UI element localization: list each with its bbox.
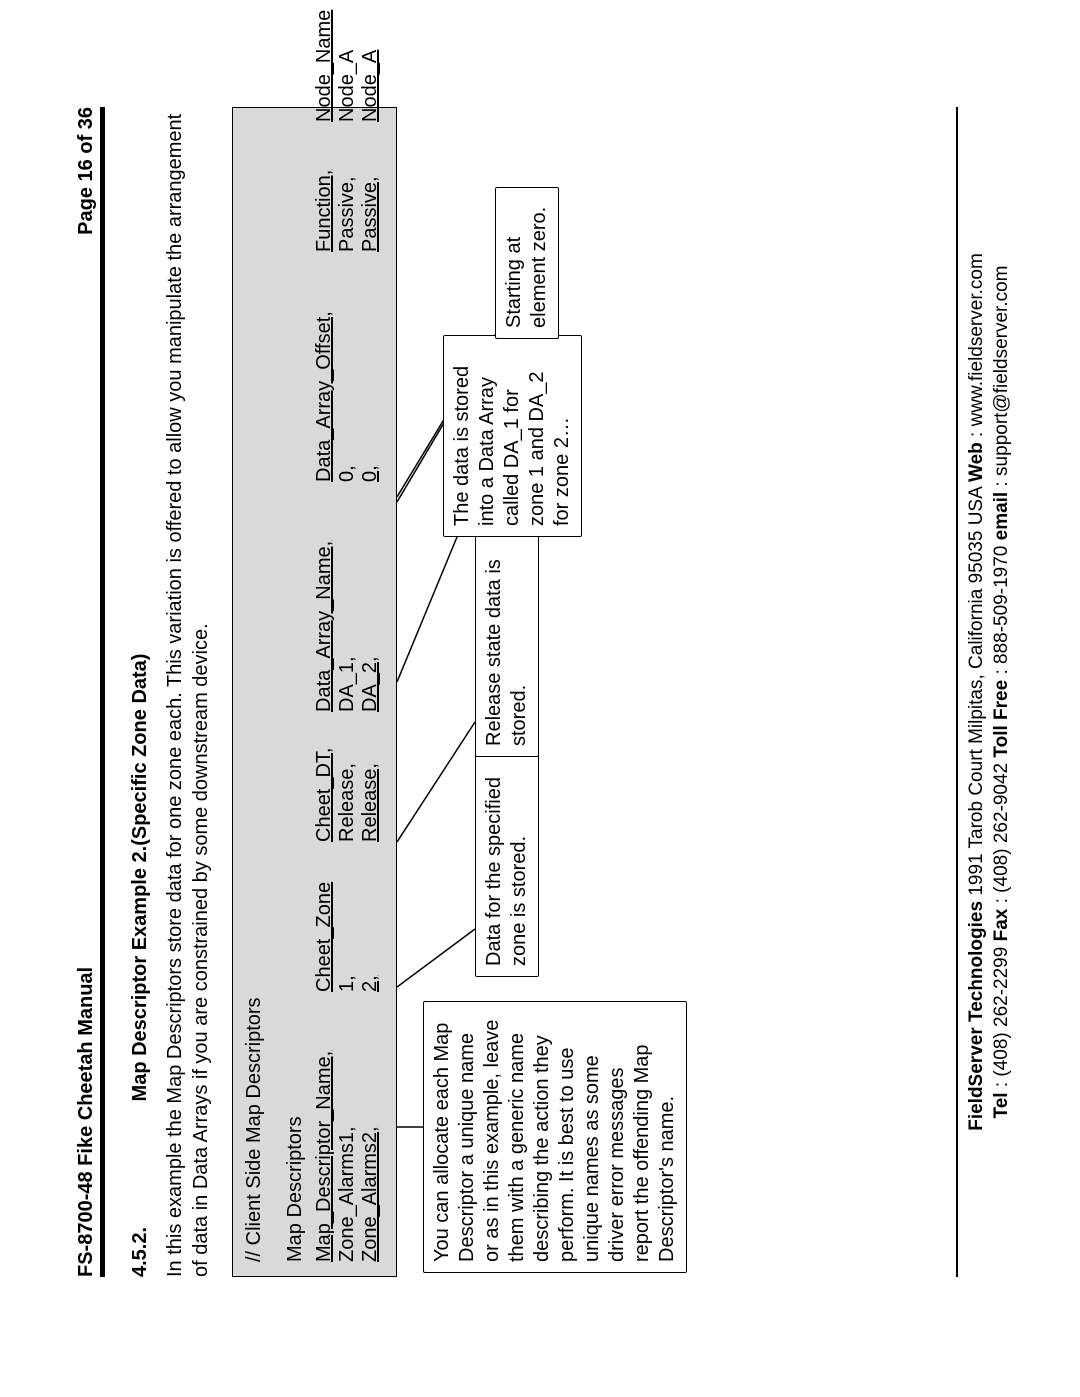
col-header: Cheet_Zone: [313, 842, 336, 992]
footer-tel: : (408) 262-2299: [991, 941, 1012, 1087]
page: FS-8700-48 Fike Cheetah Manual Page 16 o…: [0, 0, 1080, 1397]
callout-data-array: The data is stored into a Data Array cal…: [443, 335, 582, 537]
footer-fax-label: Fax: [991, 909, 1012, 942]
table-cell: DA_1,: [336, 482, 359, 712]
callout-release: Release state data is stored.: [475, 535, 539, 757]
callout-diagram: You can allocate each Map Descriptor a u…: [397, 107, 817, 1277]
table-cell: Node_A: [359, 0, 382, 122]
table-cell: Zone_Alarms2,: [359, 992, 382, 1262]
table-cell: 1,: [336, 842, 359, 992]
footer-fax: : (408) 262-9042: [991, 758, 1012, 904]
landscape-wrap: FS-8700-48 Fike Cheetah Manual Page 16 o…: [0, 0, 1080, 1397]
col-header: Data_Array_Offset,: [313, 252, 336, 482]
callout-offset: Starting at element zero.: [495, 187, 559, 339]
header-left: FS-8700-48 Fike Cheetah Manual: [75, 967, 98, 1277]
col-header: Data_Array_Name,: [313, 482, 336, 712]
col-header: Function,: [313, 122, 336, 252]
table-title: Map Descriptors: [284, 122, 307, 1262]
table-cell: Zone_Alarms1,: [336, 992, 359, 1262]
table-cell: Release,: [359, 712, 382, 842]
intro-paragraph: In this example the Map Descriptors stor…: [162, 107, 214, 1277]
section-number: 4.5.2.: [129, 1107, 152, 1277]
footer-email: : support@fieldserver.com: [991, 266, 1012, 487]
footer-line2: Tel : (408) 262-2299 Fax : (408) 262-904…: [989, 107, 1015, 1277]
page-footer: FieldServer Technologies 1991 Tarob Cour…: [956, 107, 1015, 1277]
footer-toll-label: Toll Free: [991, 680, 1012, 758]
footer-email-label: email: [991, 492, 1012, 541]
col-header: Map_Descriptor_Name,: [313, 992, 336, 1262]
footer-tel-label: Tel: [991, 1092, 1012, 1118]
footer-toll: : 888-509-1970: [991, 540, 1012, 674]
map-descriptor-box: // Client Side Map Descriptors Map Descr…: [232, 107, 397, 1277]
comment-line: // Client Side Map Descriptors: [243, 122, 266, 1262]
footer-line1: FieldServer Technologies 1991 Tarob Cour…: [964, 107, 990, 1277]
header-right: Page 16 of 36: [75, 107, 98, 235]
table-cell: Passive,: [336, 122, 359, 252]
section-title-text: Map Descriptor Example 2.(Specific Zone …: [129, 654, 151, 1102]
col-header: Node_Name: [313, 0, 336, 122]
footer-company: FieldServer Technologies: [966, 901, 987, 1131]
descriptor-table: Map_Descriptor_Name, Cheet_Zone Cheet_DT…: [313, 122, 382, 1262]
footer-address: 1991 Tarob Court Milpitas, California 95…: [966, 482, 987, 896]
col-header: Cheet_DT,: [313, 712, 336, 842]
footer-web: : www.fieldserver.com: [966, 253, 987, 437]
table-cell: Release,: [336, 712, 359, 842]
table-cell: DA_2,: [359, 482, 382, 712]
table-cell: 2,: [359, 842, 382, 992]
callout-name: You can allocate each Map Descriptor a u…: [423, 1001, 687, 1273]
table-cell: Node_A: [336, 0, 359, 122]
footer-web-label: Web: [966, 442, 987, 482]
content: FS-8700-48 Fike Cheetah Manual Page 16 o…: [75, 107, 1015, 1277]
page-header: FS-8700-48 Fike Cheetah Manual Page 16 o…: [75, 107, 105, 1277]
callout-zone: Data for the specified zone is stored.: [475, 755, 539, 977]
table-cell: 0,: [336, 252, 359, 482]
table-cell: 0,: [359, 252, 382, 482]
table-cell: Passive,: [359, 122, 382, 252]
section-heading: 4.5.2. Map Descriptor Example 2.(Specifi…: [129, 107, 152, 1277]
